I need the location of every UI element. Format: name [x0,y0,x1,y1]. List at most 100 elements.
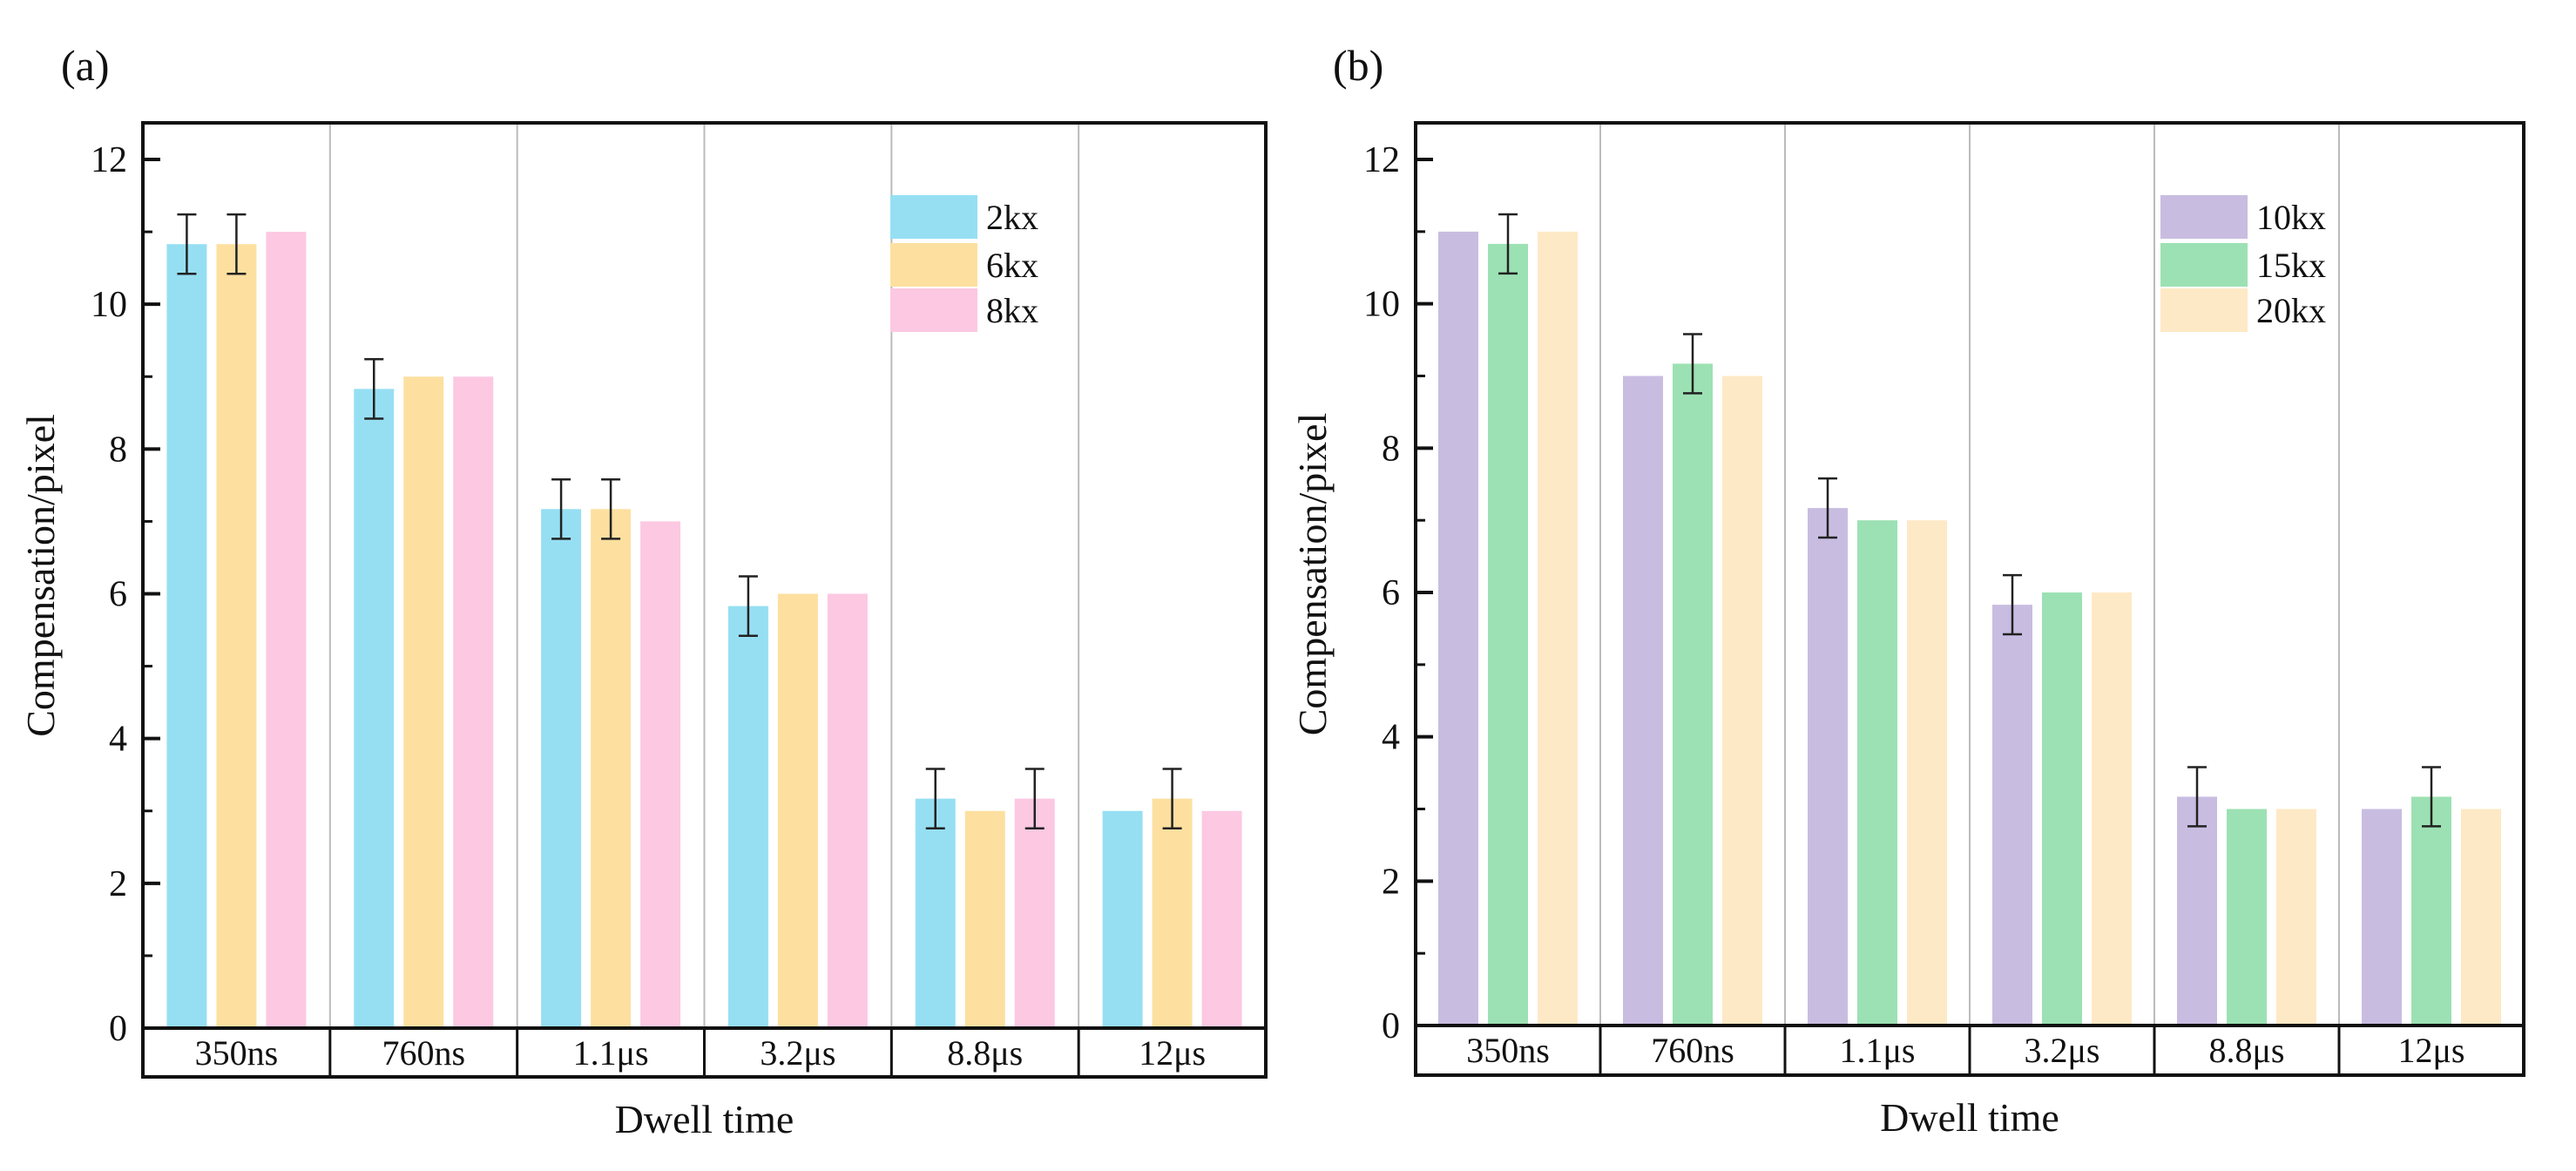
error-bar-2kx-350ns [177,213,197,275]
x-tick-label: 12μs [1139,1033,1206,1073]
y-tick-label: 12 [1363,140,1400,180]
error-bar-2kx-3.2μs [738,575,758,637]
y-tick-label: 12 [91,140,127,180]
error-bar-10kx-3.2μs [2003,573,2022,636]
bar-15kx-760ns [1673,363,1713,1025]
x-tick-label: 3.2μs [2024,1031,2099,1070]
bar-10kx-12μs [2362,809,2402,1025]
y-tick-label: 4 [1382,718,1400,758]
x-axis-title: Dwell time [1880,1095,2059,1140]
bar-15kx-12μs [2411,796,2451,1025]
bar-6kx-8.8μs [964,810,1005,1028]
bar-2kx-12μs [1102,810,1143,1028]
bar-6kx-760ns [403,376,444,1028]
legend-label: 20kx [2256,291,2326,330]
x-axis-title: Dwell time [615,1097,794,1141]
bar-8kx-760ns [453,376,494,1028]
legend-swatch-6kx [890,243,977,287]
bar-15kx-350ns [1488,243,1528,1025]
bar-6kx-350ns [216,244,257,1028]
x-tick-label: 12μs [2397,1031,2464,1070]
legend-swatch-10kx [2160,195,2248,239]
bar-2kx-1.1μs [541,509,582,1028]
bar-2kx-3.2μs [727,606,768,1028]
error-bar-6kx-350ns [226,213,247,275]
y-axis-title: Compensation/pixel [18,414,63,737]
legend-swatch-20kx [2160,288,2248,332]
bar-20kx-12μs [2461,809,2501,1025]
legend: 2kx 6kx 8kx [890,195,1038,332]
legend-label: 8kx [986,291,1038,330]
y-tick-label: 2 [109,864,127,904]
legend-label: 2kx [986,198,1038,237]
x-tick-label: 8.8μs [2208,1031,2284,1070]
bar-2kx-760ns [354,389,395,1029]
bar-10kx-760ns [1623,376,1663,1025]
bar-20kx-760ns [1722,376,1762,1025]
legend-label: 15kx [2256,246,2326,285]
bar-15kx-3.2μs [2042,592,2082,1025]
panel-label: (b) [1333,41,1383,90]
legend-swatch-8kx [890,288,977,332]
bar-20kx-8.8μs [2276,809,2316,1025]
legend-swatch-15kx [2160,243,2248,287]
x-tick-label: 760ns [382,1033,465,1073]
error-bar-10kx-1.1μs [1818,477,1837,539]
bar-8kx-1.1μs [640,521,681,1028]
y-tick-label: 10 [1363,285,1400,325]
bar-10kx-1.1μs [1808,508,1848,1025]
bar-8kx-12μs [1201,810,1242,1028]
x-tick-label: 350ns [1466,1031,1550,1070]
bar-6kx-3.2μs [777,593,818,1028]
bar-6kx-12μs [1152,798,1193,1028]
error-bar-15kx-12μs [2422,766,2441,828]
y-tick-label: 0 [1382,1006,1400,1046]
bar-15kx-1.1μs [1857,520,1897,1025]
bar-20kx-1.1μs [1907,520,1947,1025]
error-bar-15kx-350ns [1498,213,1518,275]
bar-10kx-350ns [1438,231,1478,1025]
bar-2kx-8.8μs [915,798,956,1028]
legend-swatch-2kx [890,195,977,239]
bar-8kx-350ns [266,232,307,1028]
y-tick-label: 6 [109,575,127,615]
error-bar-6kx-12μs [1162,768,1182,829]
y-tick-label: 0 [109,1009,127,1049]
y-tick-label: 8 [1382,429,1400,469]
y-tick-label: 2 [1382,862,1400,902]
y-axis-title: Compensation/pixel [1290,413,1335,736]
x-tick-label: 1.1μs [1839,1031,1915,1070]
error-bar-2kx-760ns [364,358,384,420]
y-tick-label: 8 [109,430,127,470]
y-tick-label: 6 [1382,573,1400,613]
legend-label: 10kx [2256,198,2326,237]
bar-20kx-350ns [1538,231,1578,1025]
x-tick-label: 350ns [195,1033,279,1073]
chart-panel-a: (a) 350ns 760ns 1.1μs 3.2μs 8.8μs 12μs 0 2 4 6 8 10 1… [18,41,1268,1141]
chart-panel-b: (b) 350ns 760ns 1.1μs 3.2μs 8.8μs 12μs 0 2 4 6 8 10 1… [1290,41,2525,1140]
panel-label: (a) [61,41,110,90]
error-bar-2kx-8.8μs [925,768,945,829]
bar-8kx-8.8μs [1014,798,1055,1028]
x-tick-label: 760ns [1651,1031,1734,1070]
error-bar-10kx-8.8μs [2187,766,2207,828]
x-tick-label: 3.2μs [760,1033,835,1073]
x-tick-label: 8.8μs [947,1033,1023,1073]
error-bar-2kx-1.1μs [551,477,571,540]
bar-20kx-3.2μs [2092,592,2132,1025]
y-tick-label: 4 [109,720,127,760]
error-bar-8kx-8.8μs [1024,768,1045,829]
legend-label: 6kx [986,246,1038,285]
bar-8kx-3.2μs [827,593,868,1028]
bar-10kx-3.2μs [1992,605,2032,1025]
error-bar-15kx-760ns [1683,333,1702,395]
bar-10kx-8.8μs [2177,796,2217,1025]
bar-2kx-350ns [166,244,207,1028]
bar-6kx-1.1μs [591,509,632,1028]
bar-15kx-8.8μs [2227,809,2267,1025]
legend: 10kx 15kx 20kx [2160,195,2326,332]
y-tick-label: 10 [91,285,127,325]
error-bar-6kx-1.1μs [601,477,621,540]
x-tick-label: 1.1μs [573,1033,649,1073]
